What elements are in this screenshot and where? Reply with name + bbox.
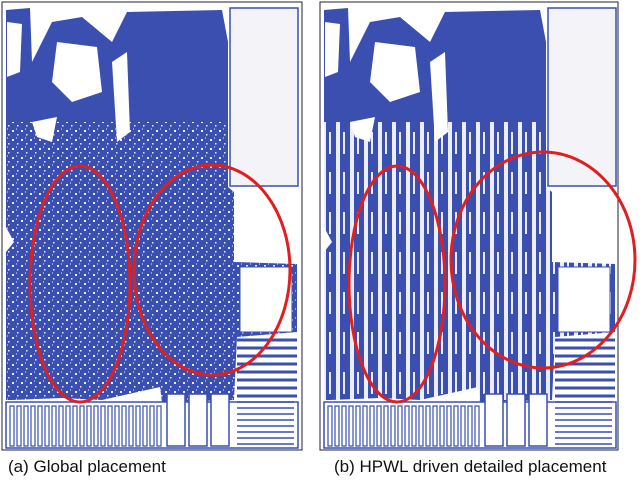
macro — [370, 406, 374, 446]
macro-block — [240, 267, 292, 332]
macro — [461, 406, 465, 446]
macro — [129, 406, 133, 446]
macro — [45, 406, 49, 446]
macro — [507, 394, 525, 446]
macro — [440, 406, 444, 446]
macro — [17, 406, 21, 446]
macro-block — [230, 8, 298, 186]
macro — [136, 406, 140, 446]
macro — [115, 406, 119, 446]
macro — [335, 406, 339, 446]
macro — [59, 406, 63, 446]
macro-block — [558, 267, 610, 332]
macro — [447, 406, 451, 446]
macro — [38, 406, 42, 446]
macro — [349, 406, 353, 446]
macro — [94, 406, 98, 446]
macro — [80, 406, 84, 446]
macro — [143, 406, 147, 446]
macro — [108, 406, 112, 446]
macro — [211, 394, 229, 446]
macro — [31, 406, 35, 446]
macro — [167, 394, 185, 446]
macro — [342, 406, 346, 446]
macro — [485, 394, 503, 446]
macro — [10, 406, 14, 446]
macro — [150, 406, 154, 446]
macro — [122, 406, 126, 446]
macro — [433, 406, 437, 446]
macro-block — [548, 8, 616, 186]
macro — [356, 406, 360, 446]
caption: (a) Global placement — [8, 457, 166, 476]
macro — [328, 406, 332, 446]
macro — [468, 406, 472, 446]
macro — [73, 406, 77, 446]
panel-detailed — [320, 2, 635, 450]
caption: (b) HPWL driven detailed placement — [334, 457, 607, 476]
macro — [157, 406, 161, 446]
macro — [52, 406, 56, 446]
macro — [363, 406, 367, 446]
macro — [454, 406, 458, 446]
figure: (a) Global placement (b) HPWL driven det… — [0, 0, 644, 483]
macro — [384, 406, 388, 446]
macro — [412, 406, 416, 446]
macro — [377, 406, 381, 446]
macro — [398, 406, 402, 446]
macro — [391, 406, 395, 446]
macro — [101, 406, 105, 446]
macro — [405, 406, 409, 446]
macro — [189, 394, 207, 446]
macro — [426, 406, 430, 446]
macro — [475, 406, 479, 446]
macro — [87, 406, 91, 446]
macro — [419, 406, 423, 446]
macro — [24, 406, 28, 446]
panel-global — [2, 2, 302, 450]
macro — [66, 406, 70, 446]
macro — [529, 394, 547, 446]
